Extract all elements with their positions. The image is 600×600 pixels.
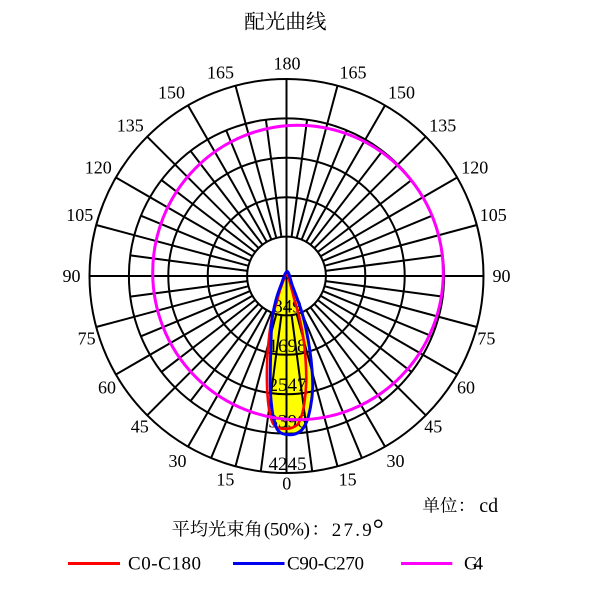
svg-text:45: 45 xyxy=(131,417,149,437)
svg-text:30: 30 xyxy=(387,451,405,471)
svg-text:120: 120 xyxy=(461,158,488,178)
svg-text:150: 150 xyxy=(158,82,185,102)
svg-text:30: 30 xyxy=(169,451,187,471)
svg-text:(50%): (50%) xyxy=(264,519,310,540)
svg-text:105: 105 xyxy=(66,205,93,225)
svg-text:27.9: 27.9 xyxy=(332,520,372,541)
svg-text:180: 180 xyxy=(274,54,301,74)
svg-text:135: 135 xyxy=(117,115,144,135)
svg-text:0: 0 xyxy=(282,473,291,493)
svg-text:135: 135 xyxy=(429,115,456,135)
svg-text:15: 15 xyxy=(216,469,234,489)
svg-text:G4: G4 xyxy=(464,554,484,575)
svg-text:60: 60 xyxy=(457,378,475,398)
svg-text:cd: cd xyxy=(479,495,498,517)
svg-text:150: 150 xyxy=(388,82,415,102)
svg-text:°: ° xyxy=(373,515,384,546)
svg-text:45: 45 xyxy=(424,417,442,437)
svg-text:2547: 2547 xyxy=(269,375,307,396)
svg-text:105: 105 xyxy=(480,205,507,225)
svg-text:75: 75 xyxy=(78,329,96,349)
svg-text:120: 120 xyxy=(85,158,112,178)
svg-text:1698: 1698 xyxy=(269,336,307,357)
svg-text:60: 60 xyxy=(98,378,116,398)
svg-text:C90-C270: C90-C270 xyxy=(287,554,364,575)
svg-text:165: 165 xyxy=(340,63,367,83)
svg-text:4245: 4245 xyxy=(269,454,307,475)
svg-text:C0-C180: C0-C180 xyxy=(128,554,201,575)
svg-text:15: 15 xyxy=(339,469,357,489)
svg-text:75: 75 xyxy=(477,329,495,349)
svg-text:90: 90 xyxy=(493,266,511,286)
svg-text:90: 90 xyxy=(63,266,81,286)
svg-text:165: 165 xyxy=(207,63,234,83)
